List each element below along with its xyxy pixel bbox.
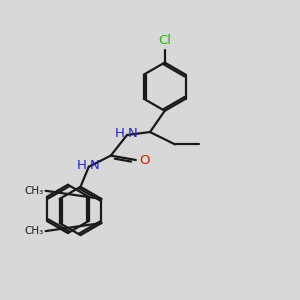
Text: H: H (115, 127, 125, 140)
Text: CH₃: CH₃ (24, 186, 43, 196)
Text: H: H (76, 159, 86, 172)
Text: CH₃: CH₃ (24, 226, 43, 236)
Text: N: N (128, 127, 138, 140)
Text: O: O (140, 154, 150, 166)
Text: Cl: Cl (158, 34, 171, 47)
Text: N: N (90, 159, 100, 172)
